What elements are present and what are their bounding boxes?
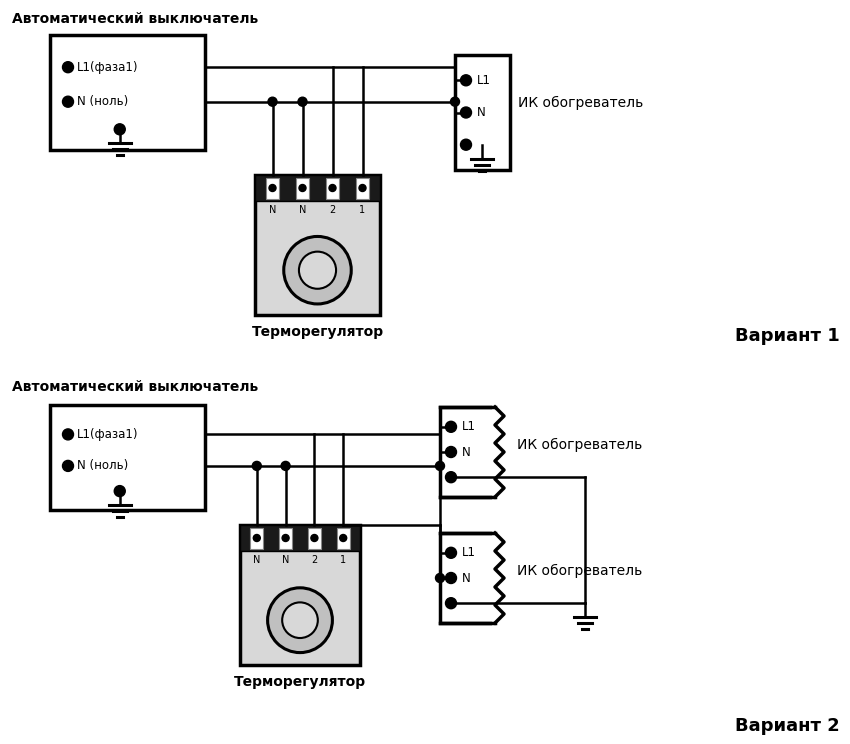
Bar <box>440 407 495 497</box>
Text: N (ноль): N (ноль) <box>77 95 128 108</box>
Bar <box>240 525 360 551</box>
Bar <box>279 527 292 548</box>
Bar <box>326 178 339 199</box>
Text: Вариант 1: Вариант 1 <box>735 327 840 345</box>
Bar <box>255 175 380 315</box>
Bar <box>455 55 510 170</box>
Text: 1: 1 <box>360 205 366 215</box>
Text: Вариант 2: Вариант 2 <box>735 717 840 735</box>
Text: N: N <box>269 205 276 215</box>
Bar <box>50 405 205 510</box>
Circle shape <box>269 185 276 191</box>
Circle shape <box>282 603 318 638</box>
Text: L1(фаза1): L1(фаза1) <box>77 428 139 441</box>
Text: L1(фаза1): L1(фаза1) <box>77 61 139 74</box>
Circle shape <box>450 97 460 106</box>
Circle shape <box>359 185 366 191</box>
Circle shape <box>298 97 307 106</box>
Bar <box>308 527 321 548</box>
Text: N: N <box>299 205 306 215</box>
Text: 2: 2 <box>329 205 336 215</box>
Circle shape <box>329 185 336 191</box>
Circle shape <box>63 429 73 440</box>
Text: Автоматический выключатель: Автоматический выключатель <box>12 12 258 26</box>
Text: N: N <box>477 106 485 119</box>
Bar <box>296 178 309 199</box>
Circle shape <box>63 461 73 472</box>
Circle shape <box>435 574 445 583</box>
Text: 1: 1 <box>340 555 346 565</box>
Text: N (ноль): N (ноль) <box>77 459 128 472</box>
Circle shape <box>299 251 336 289</box>
Circle shape <box>435 461 445 470</box>
Circle shape <box>445 421 456 432</box>
Bar <box>255 175 380 201</box>
Text: L1: L1 <box>462 546 476 559</box>
Text: L1: L1 <box>462 420 476 433</box>
Text: Автоматический выключатель: Автоматический выключатель <box>12 380 258 394</box>
Text: ИК обогреватель: ИК обогреватель <box>517 564 643 578</box>
Text: 2: 2 <box>311 555 318 565</box>
Text: ИК обогреватель: ИК обогреватель <box>518 96 643 110</box>
Circle shape <box>299 185 306 191</box>
Circle shape <box>282 534 289 542</box>
Bar <box>250 527 264 548</box>
Text: L1: L1 <box>477 74 491 87</box>
Circle shape <box>340 534 347 542</box>
Circle shape <box>253 534 260 542</box>
Circle shape <box>445 548 456 558</box>
Bar <box>240 525 360 665</box>
Bar <box>337 527 349 548</box>
Circle shape <box>284 237 351 304</box>
Circle shape <box>114 486 125 496</box>
Circle shape <box>114 124 125 135</box>
Circle shape <box>461 75 472 86</box>
Circle shape <box>461 107 472 118</box>
Text: ИК обогреватель: ИК обогреватель <box>517 437 643 452</box>
Text: Терморегулятор: Терморегулятор <box>252 325 383 339</box>
Bar <box>266 178 279 199</box>
Text: Терморегулятор: Терморегулятор <box>234 675 366 689</box>
Text: N: N <box>253 555 260 565</box>
Circle shape <box>63 62 73 73</box>
Bar <box>356 178 369 199</box>
Text: N: N <box>462 446 471 458</box>
Bar <box>440 533 495 623</box>
Circle shape <box>281 461 290 470</box>
Circle shape <box>445 597 456 609</box>
Circle shape <box>445 572 456 583</box>
Circle shape <box>461 139 472 150</box>
Text: N: N <box>282 555 289 565</box>
Text: N: N <box>462 571 471 585</box>
Circle shape <box>268 588 332 652</box>
Circle shape <box>311 534 318 542</box>
Circle shape <box>445 472 456 483</box>
Circle shape <box>268 97 277 106</box>
Circle shape <box>252 461 261 470</box>
Circle shape <box>445 446 456 458</box>
Bar <box>50 35 205 150</box>
Circle shape <box>63 96 73 107</box>
